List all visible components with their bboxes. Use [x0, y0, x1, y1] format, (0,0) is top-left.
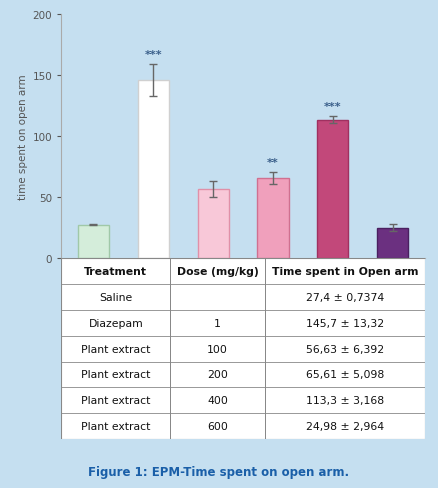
- Bar: [317, 121, 349, 259]
- Text: Plant extract: Plant extract: [81, 421, 151, 431]
- Y-axis label: time spent on open arm: time spent on open arm: [18, 74, 28, 199]
- Text: 1: 1: [214, 318, 221, 328]
- Text: Treatment: Treatment: [85, 266, 147, 276]
- Bar: [258, 179, 289, 259]
- Text: Diazepam: Diazepam: [88, 318, 143, 328]
- Bar: [198, 189, 229, 259]
- Text: **: **: [267, 158, 279, 167]
- Text: 145,7 ± 13,32: 145,7 ± 13,32: [306, 318, 384, 328]
- Text: 200: 200: [207, 370, 228, 380]
- Text: 100: 100: [207, 344, 228, 354]
- Text: 400: 400: [207, 395, 228, 406]
- Text: ***: ***: [145, 50, 162, 60]
- Text: Plant extract: Plant extract: [81, 370, 151, 380]
- Text: Figure 1: EPM-Time spent on open arm.: Figure 1: EPM-Time spent on open arm.: [88, 465, 350, 478]
- Text: ***: ***: [324, 102, 342, 112]
- Text: Plant extract: Plant extract: [81, 344, 151, 354]
- Text: 24,98 ± 2,964: 24,98 ± 2,964: [306, 421, 384, 431]
- Text: Saline: Saline: [99, 292, 132, 302]
- Text: 27,4 ± 0,7374: 27,4 ± 0,7374: [306, 292, 384, 302]
- Text: Time spent in Open arm: Time spent in Open arm: [272, 266, 418, 276]
- Bar: [377, 228, 408, 259]
- Bar: [138, 81, 169, 259]
- Text: Plant extract: Plant extract: [81, 395, 151, 406]
- FancyBboxPatch shape: [61, 259, 425, 439]
- Text: Dose (mg/kg): Dose (mg/kg): [177, 266, 258, 276]
- Bar: [78, 225, 109, 259]
- Text: 65,61 ± 5,098: 65,61 ± 5,098: [306, 370, 384, 380]
- Text: 56,63 ± 6,392: 56,63 ± 6,392: [306, 344, 384, 354]
- Text: 113,3 ± 3,168: 113,3 ± 3,168: [306, 395, 384, 406]
- Text: 600: 600: [207, 421, 228, 431]
